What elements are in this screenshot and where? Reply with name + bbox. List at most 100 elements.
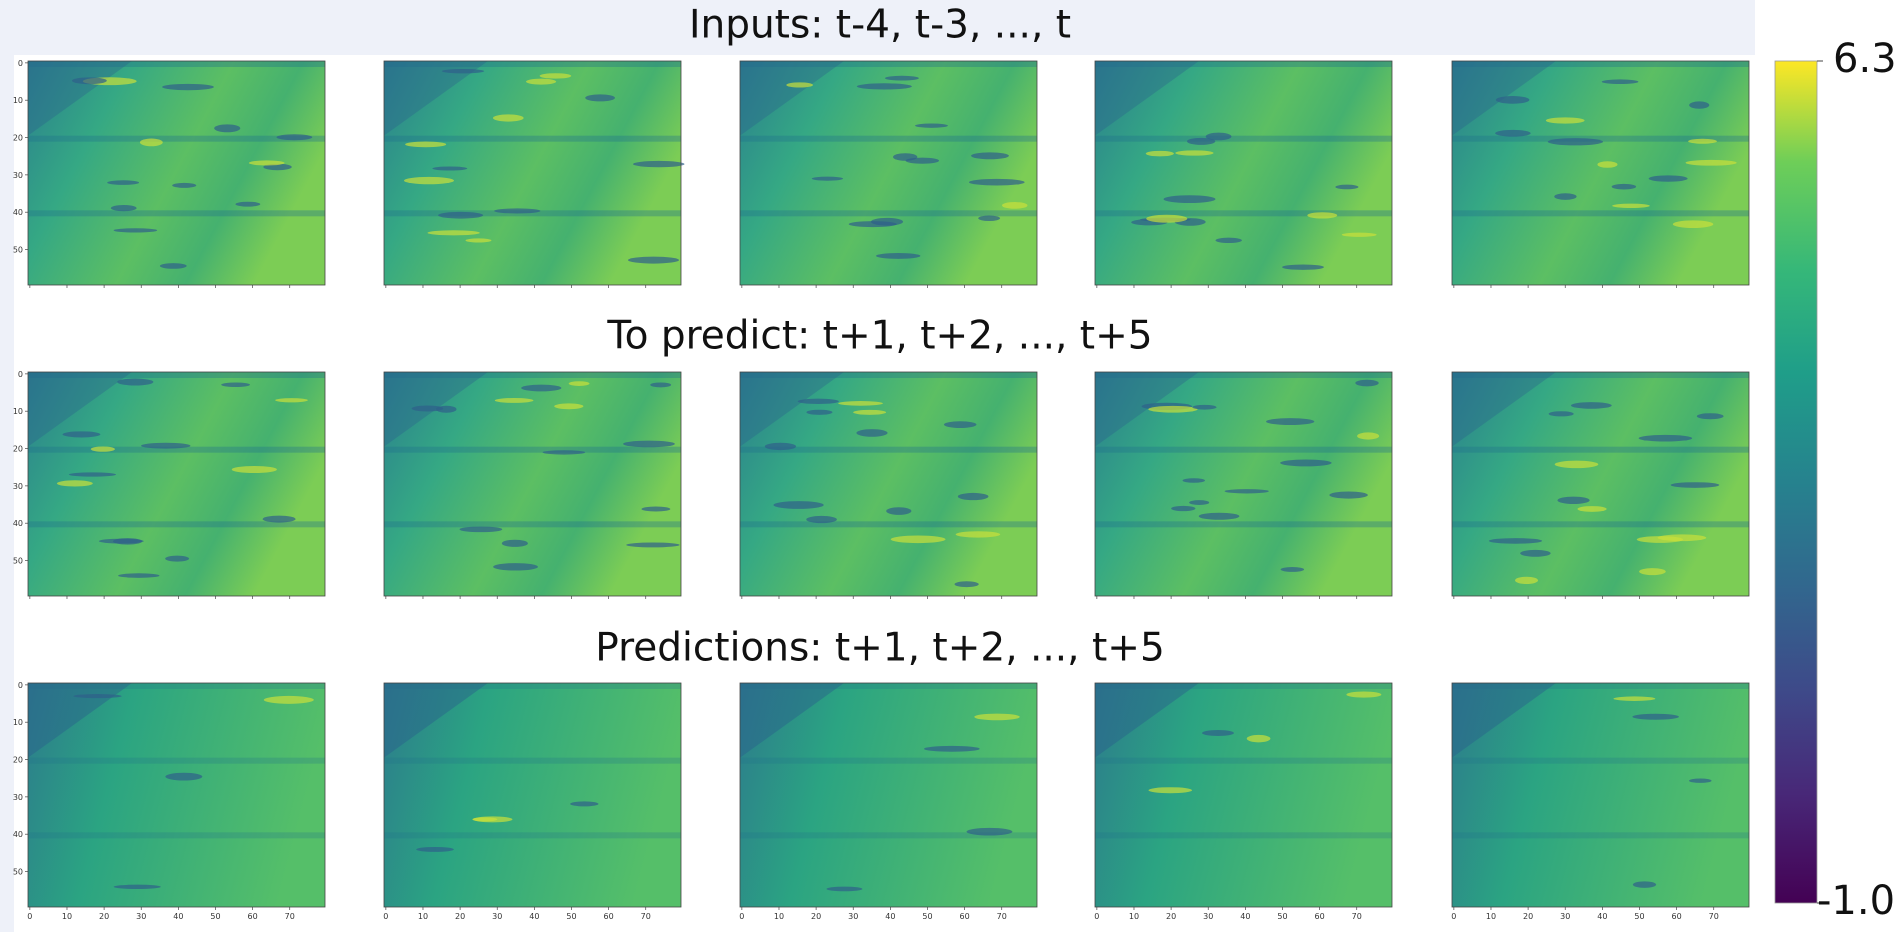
streak: [1612, 203, 1650, 209]
streak: [539, 73, 572, 79]
heatmap-panel: [1094, 371, 1393, 599]
band: [28, 61, 325, 67]
streak: [1577, 506, 1607, 512]
streak: [957, 492, 989, 501]
row-title: To predict: t+1, t+2, ..., t+5: [606, 314, 1152, 359]
streak: [117, 378, 154, 386]
band: [1452, 832, 1749, 839]
x-tick-label: 70: [1709, 912, 1719, 921]
y-tick-label: 40: [13, 208, 23, 217]
streak: [465, 238, 492, 243]
band: [28, 683, 325, 689]
streak: [1570, 402, 1612, 409]
y-tick-label: 40: [13, 519, 23, 528]
streak: [650, 382, 672, 388]
frame: [383, 682, 682, 908]
band: [1095, 683, 1392, 689]
streak: [955, 531, 1001, 538]
y-tick-label: 20: [13, 445, 23, 454]
streak: [1192, 404, 1217, 410]
band: [740, 521, 1037, 528]
streak: [1280, 459, 1332, 467]
streak: [459, 526, 503, 533]
band: [28, 135, 325, 142]
streak: [113, 228, 158, 233]
frame: [1094, 60, 1393, 286]
frame: [739, 371, 1038, 597]
streak: [1613, 696, 1656, 701]
heatmap-panel: 0 10 20 30 40 50 60 70: [1094, 682, 1393, 921]
heatmap-image: [28, 61, 325, 285]
shadow: [740, 372, 844, 447]
x-tick-label: 50: [566, 912, 576, 921]
y-tick-label: 20: [13, 134, 23, 143]
streak: [113, 884, 161, 890]
streak: [1175, 150, 1214, 156]
streak: [890, 535, 946, 544]
streak: [1205, 132, 1232, 141]
x-tick-label: 50: [1277, 912, 1287, 921]
streak: [107, 180, 140, 185]
x-tick-label: 30: [848, 912, 858, 921]
streak: [1670, 482, 1720, 488]
streak: [159, 263, 187, 269]
streak: [826, 886, 863, 892]
streak: [501, 539, 528, 547]
streak: [806, 409, 833, 415]
streak: [110, 204, 137, 212]
streak: [404, 176, 454, 185]
heatmap-image: [740, 61, 1037, 285]
heatmap-panel: [1094, 60, 1393, 288]
frame: [739, 682, 1038, 908]
band: [384, 832, 681, 839]
frame: [1094, 371, 1393, 597]
streak: [1341, 232, 1377, 237]
streak: [1224, 489, 1269, 494]
frame: [27, 371, 326, 597]
band: [1095, 61, 1392, 67]
streak: [221, 382, 251, 387]
streak: [1611, 183, 1637, 190]
shadow: [1095, 683, 1199, 758]
shadow: [384, 683, 488, 758]
band: [28, 832, 325, 839]
streak: [1488, 538, 1543, 544]
x-tick-label: 0: [1094, 912, 1099, 921]
streak: [1145, 150, 1174, 157]
row-title: Predictions: t+1, t+2, ..., t+5: [595, 626, 1165, 671]
streak: [248, 160, 285, 166]
heatmap-image: [1095, 61, 1392, 285]
streak: [231, 465, 277, 474]
x-tick-label: 30: [136, 912, 146, 921]
streak: [1639, 568, 1666, 576]
streak: [884, 75, 919, 81]
heatmap-panel: [1451, 60, 1750, 288]
streak: [1632, 881, 1657, 888]
shadow: [1095, 61, 1199, 136]
heatmap-image: [384, 61, 681, 285]
y-tick-label: 0: [18, 59, 23, 68]
streak: [438, 211, 484, 219]
band: [384, 683, 681, 689]
streak: [1689, 101, 1710, 109]
streak: [626, 542, 680, 548]
streak: [1648, 175, 1688, 182]
heatmap-panel: [739, 60, 1038, 288]
heatmap-image: [740, 683, 1037, 907]
shadow: [28, 683, 132, 758]
streak: [162, 83, 214, 91]
streak: [1632, 713, 1679, 720]
x-tick-label: 30: [1560, 912, 1570, 921]
streak: [521, 384, 562, 392]
band: [740, 832, 1037, 839]
y-tick-label: 0: [18, 370, 23, 379]
heatmap-image: [1452, 683, 1749, 907]
heatmap-image: [1095, 372, 1392, 596]
band: [28, 757, 325, 764]
x-tick-label: 60: [1672, 912, 1682, 921]
streak: [811, 176, 844, 181]
streak: [1685, 159, 1737, 166]
heatmap-panel: 0 10 20 30 40 50: [13, 370, 326, 599]
x-tick-label: 10: [1486, 912, 1496, 921]
